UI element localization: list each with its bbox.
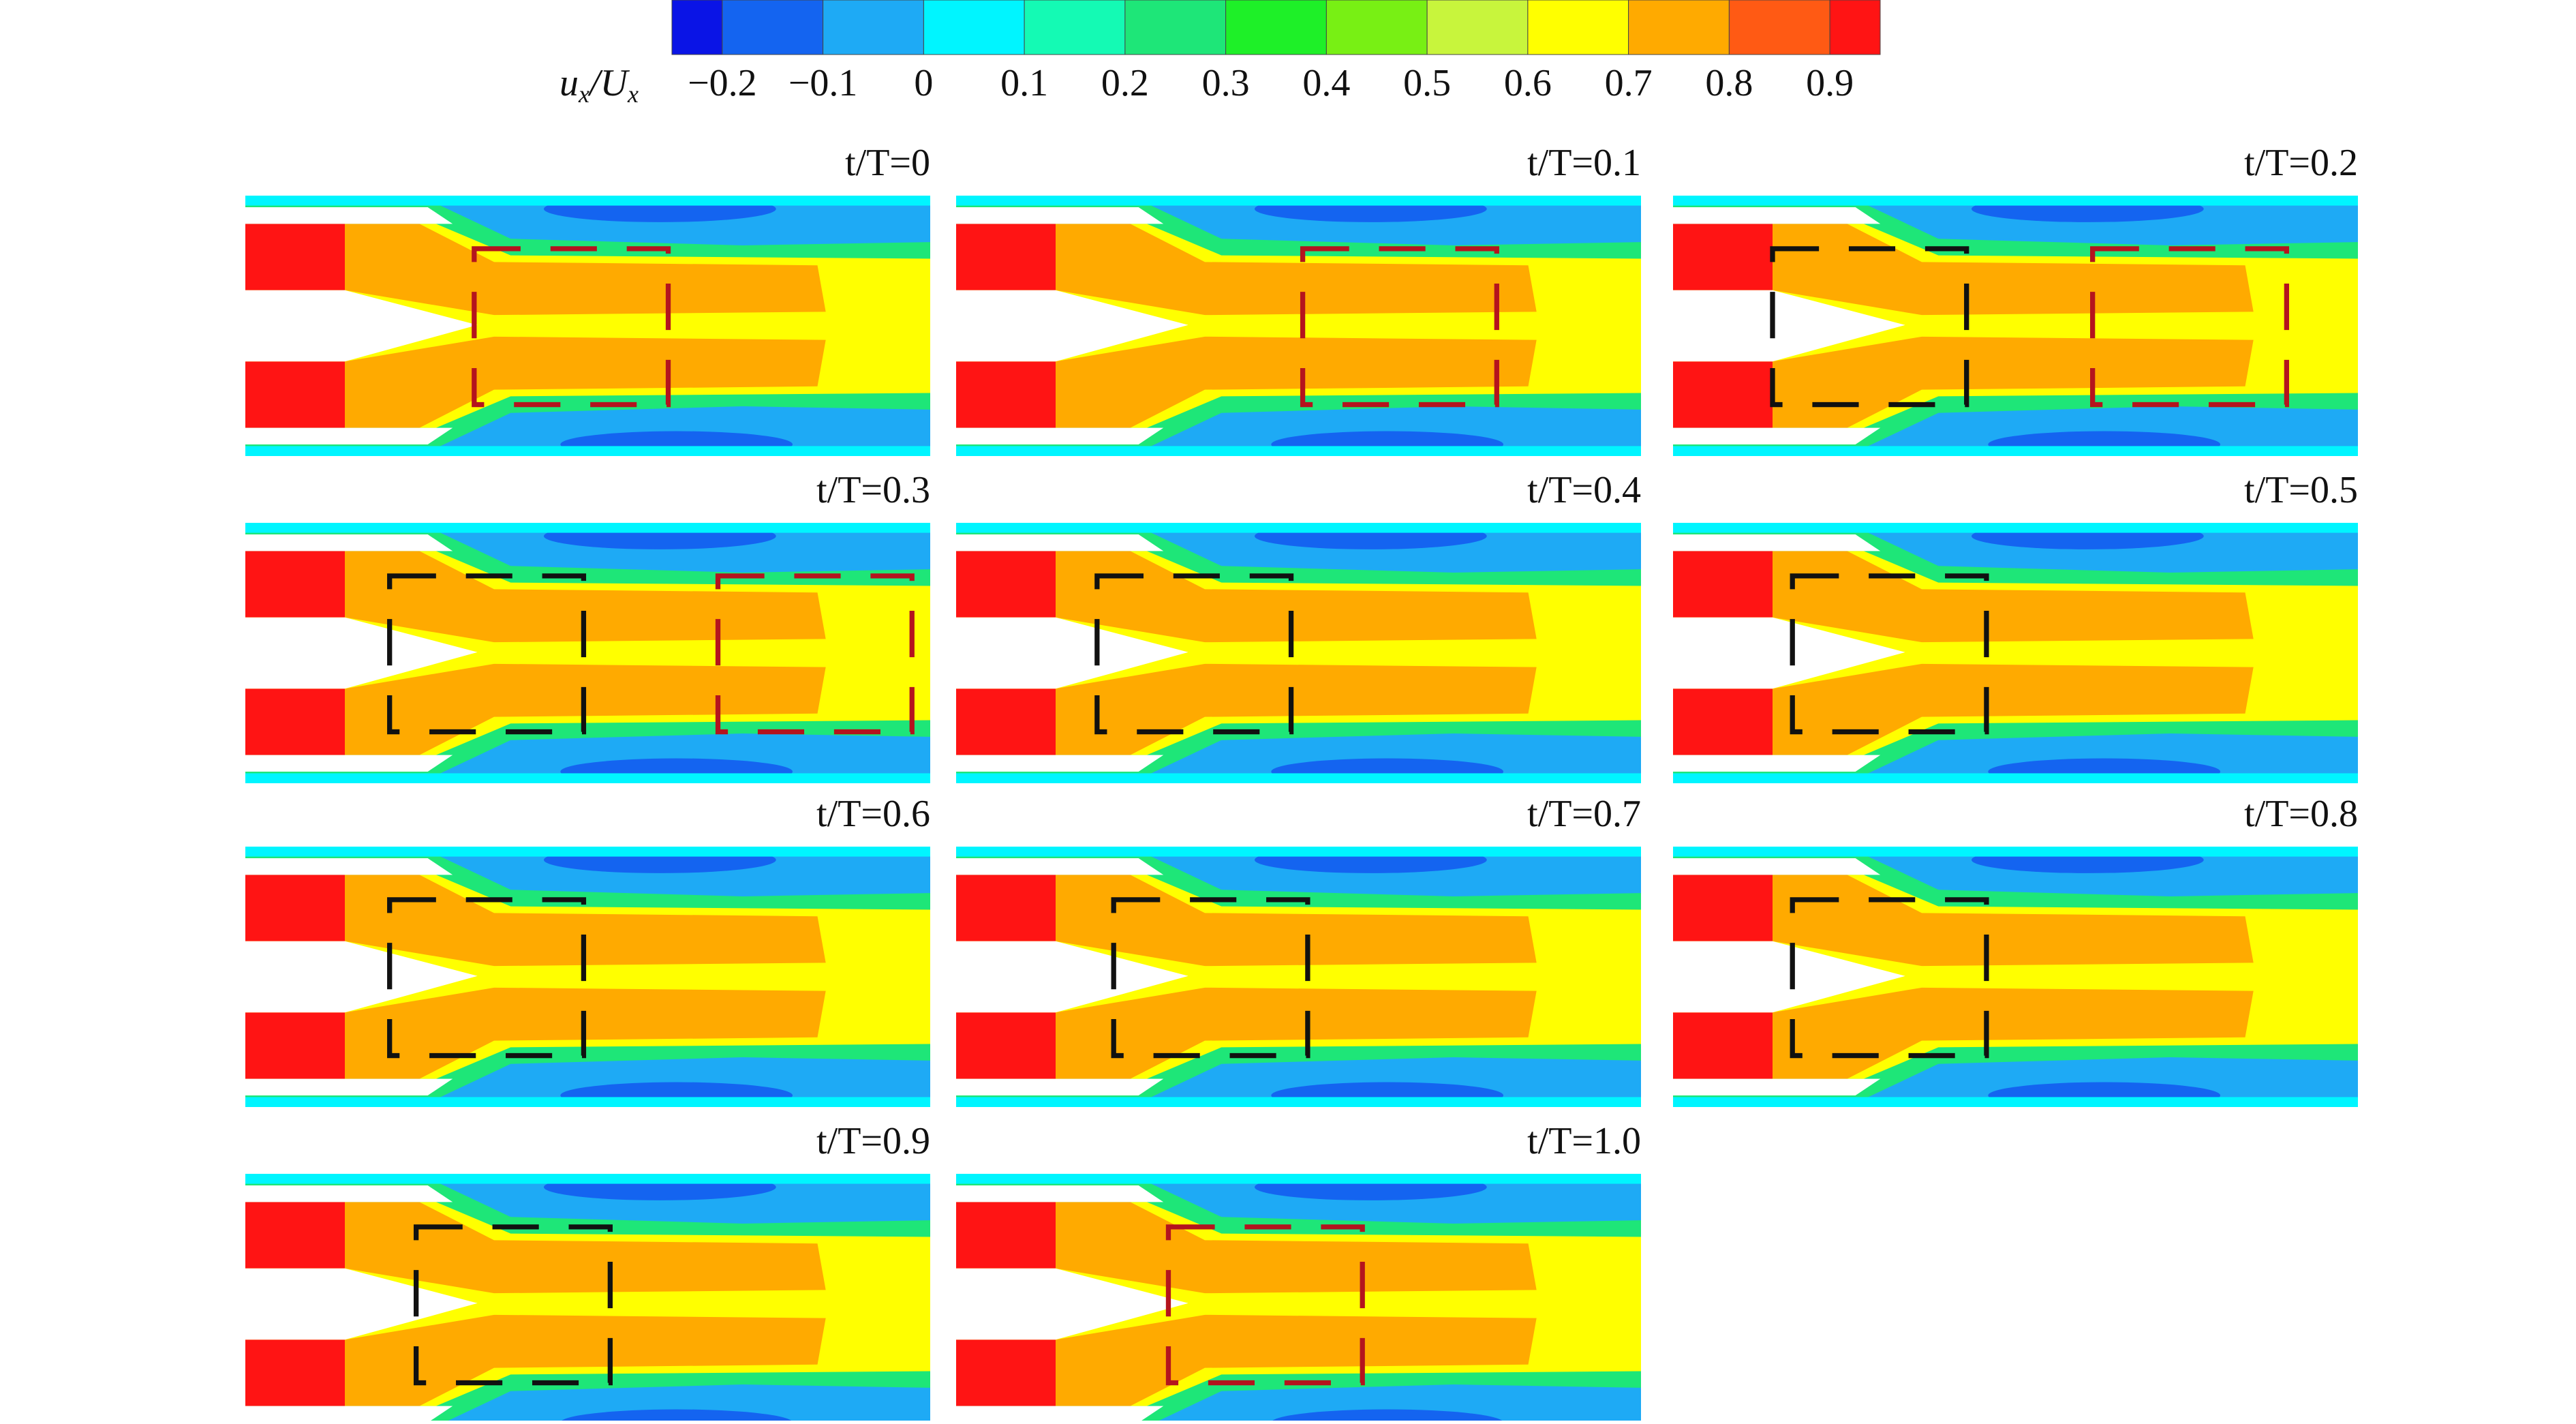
highlight-box [1790, 573, 1989, 735]
highlight-box [715, 573, 915, 735]
contour-panel [245, 523, 930, 783]
colorbar-tick-label: 0.1 [1000, 62, 1048, 104]
contour-panel [1673, 847, 2358, 1107]
contour-panel [956, 523, 1641, 783]
contour-panel [245, 196, 930, 456]
contour-field [956, 523, 1641, 783]
panel-label: t/T=0.7 [1527, 793, 1641, 835]
contour-panel [1673, 523, 2358, 783]
color-swatch [923, 0, 1025, 55]
contour-field [245, 847, 930, 1107]
contour-field [1673, 847, 2358, 1107]
panel-label: t/T=0.4 [1527, 469, 1641, 511]
panels: t/T=0 t/T=0.1 t/T=0.2 t/T=0.3 t/T=0.4 t/T=0.5… [245, 142, 2358, 1424]
highlight-box [387, 573, 587, 735]
highlight-box [472, 246, 671, 408]
contour-panel [245, 847, 930, 1107]
panel-label: t/T=0.5 [2244, 469, 2358, 511]
panel-label: t/T=0.1 [1527, 142, 1641, 184]
color-swatch [1728, 0, 1830, 55]
color-swatch [1024, 0, 1126, 55]
color-swatch [1426, 0, 1529, 55]
contour-panel [245, 1174, 930, 1424]
highlight-box [1770, 246, 1969, 408]
label-sub: x [627, 80, 639, 108]
panel-label: t/T=1.0 [1527, 1120, 1641, 1162]
panel-label: t/T=0.8 [2244, 793, 2358, 835]
colorbar-tick-label: −0.2 [688, 62, 757, 104]
contour-panel [956, 1174, 1641, 1424]
color-swatch [823, 0, 924, 55]
color-swatch [671, 0, 723, 55]
color-swatch [722, 0, 824, 55]
colorbar-tick-label: 0 [914, 62, 933, 104]
contour-panel [956, 847, 1641, 1107]
contour-field [956, 847, 1641, 1107]
color-swatch [1527, 0, 1629, 55]
colorbar-tick-label: 0.2 [1101, 62, 1149, 104]
color-swatch [1628, 0, 1730, 55]
contour-field [245, 1174, 930, 1424]
colorbar-tick-label: 0.7 [1605, 62, 1653, 104]
colorbar-tick-label: 0.9 [1806, 62, 1854, 104]
color-swatch [1829, 0, 1881, 55]
highlight-box [1165, 1224, 1365, 1386]
label-sub: x [578, 80, 589, 108]
panel-label: t/T=0.9 [816, 1120, 930, 1162]
color-swatch [1124, 0, 1227, 55]
colorbar-tick-label: 0.6 [1504, 62, 1552, 104]
contour-field [1673, 523, 2358, 783]
label-var: u [559, 62, 579, 104]
highlight-box [387, 897, 587, 1059]
highlight-box [1790, 897, 1989, 1059]
panel-label: t/T=0.6 [816, 793, 930, 835]
color-swatch [1325, 0, 1428, 55]
contour-field [245, 523, 930, 783]
highlight-box [1111, 897, 1310, 1059]
colorbar-label: ux/Ux [559, 62, 639, 108]
highlight-box [1300, 246, 1499, 408]
color-swatch [1225, 0, 1327, 55]
panel-label: t/T=0 [845, 142, 930, 184]
contour-field [956, 196, 1641, 456]
colorbar-tick-label: −0.1 [788, 62, 858, 104]
contour-field [1673, 196, 2358, 456]
colorbar: −0.2 −0.1 0 0.1 0.2 0.3 0.4 0.5 0.6 0.7 0.8 0.9 [671, 0, 1881, 104]
colorbar-tick-label: 0.5 [1403, 62, 1451, 104]
label-ref: /U [587, 62, 630, 104]
contour-panel [956, 196, 1641, 456]
highlight-box [2090, 246, 2290, 408]
highlight-box [1094, 573, 1294, 735]
panel-label: t/T=0.3 [816, 469, 930, 511]
colorbar-tick-label: 0.8 [1705, 62, 1753, 104]
panel-label: t/T=0.2 [2244, 142, 2358, 184]
highlight-box [413, 1224, 613, 1386]
colorbar-tick-label: 0.4 [1302, 62, 1350, 104]
contour-field [245, 196, 930, 456]
colorbar-tick-label: 0.3 [1202, 62, 1250, 104]
contour-panel [1673, 196, 2358, 456]
